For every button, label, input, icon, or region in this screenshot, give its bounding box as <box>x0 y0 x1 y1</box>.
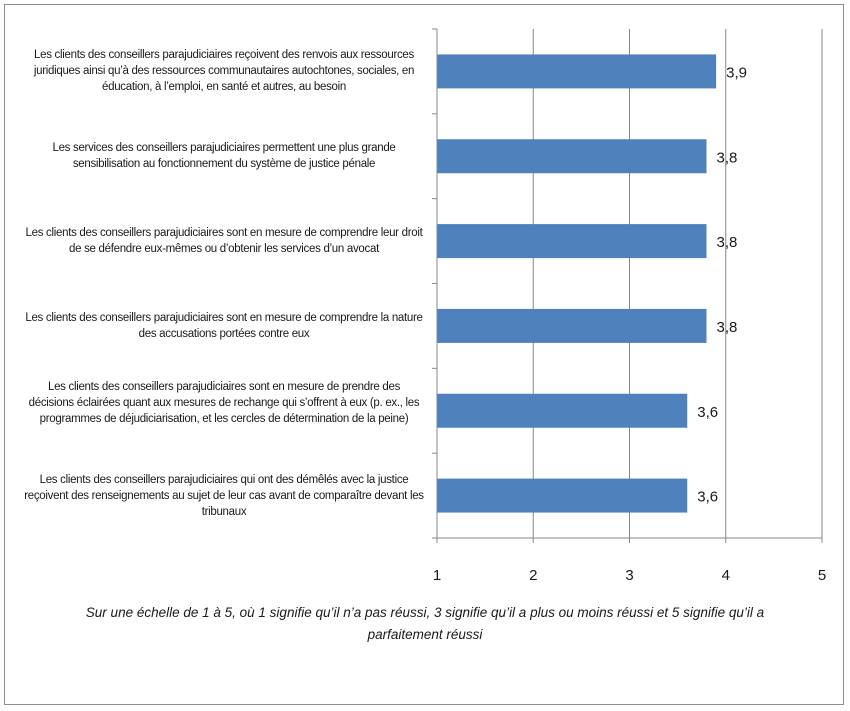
data-label: 3,8 <box>717 234 738 251</box>
x-axis-label: Sur une échelle de 1 à 5, où 1 signifie … <box>85 605 765 642</box>
data-label: 3,8 <box>717 319 738 336</box>
category-label: Les clients des conseillers parajudiciai… <box>25 227 423 256</box>
x-tick-label: 3 <box>625 567 633 584</box>
x-tick-label: 5 <box>818 567 826 584</box>
bar <box>437 393 688 428</box>
category-label: Les clients des conseillers parajudiciai… <box>28 380 420 425</box>
data-label: 3,8 <box>717 149 738 166</box>
data-label: 3,6 <box>697 404 718 421</box>
bar <box>437 54 717 89</box>
x-tick-label: 2 <box>529 567 537 584</box>
data-label: 3,6 <box>697 489 718 506</box>
chart-frame <box>4 4 844 705</box>
bar <box>437 478 688 513</box>
bar <box>437 139 707 174</box>
category-label: Les services des conseillers parajudicia… <box>52 142 396 171</box>
bar <box>437 308 707 343</box>
category-label: Les clients des conseillers parajudiciai… <box>25 311 423 340</box>
data-label: 3,9 <box>726 64 747 81</box>
bar <box>437 224 707 259</box>
category-label: Les clients des conseillers parajudiciai… <box>33 49 415 94</box>
category-label: Les clients des conseillers parajudiciai… <box>24 473 424 518</box>
x-tick-label: 1 <box>433 567 441 584</box>
x-tick-label: 4 <box>722 567 730 584</box>
